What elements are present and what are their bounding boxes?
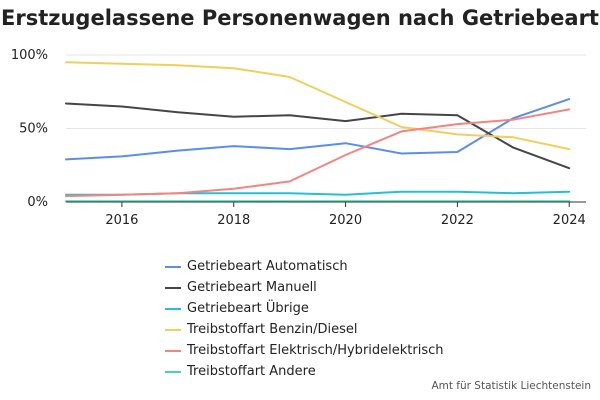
x-tick-label: 2022 (441, 213, 474, 228)
line-chart: 0% 50% 100% 2016 2018 2020 2022 2024 (11, 48, 586, 228)
legend-label: Treibstoffart Benzin/Diesel (187, 322, 358, 337)
series-line-2 (65, 102, 571, 170)
legend-item: Treibstoffart Benzin/Diesel (165, 319, 444, 340)
x-tick-label: 2016 (105, 213, 138, 228)
grid (66, 54, 586, 129)
series-line-5 (65, 108, 571, 198)
legend-item: Getriebeart Übrige (165, 298, 444, 319)
series-lines (65, 61, 571, 203)
legend-swatch (165, 328, 181, 331)
legend-item: Treibstoffart Elektrisch/Hybridelektrisc… (165, 340, 444, 361)
legend-label: Getriebeart Manuell (187, 280, 317, 295)
y-tick-label: 0% (27, 195, 48, 210)
series-line-4 (65, 61, 571, 151)
legend-label: Getriebeart Automatisch (187, 259, 348, 274)
legend-swatch (165, 349, 181, 352)
y-tick-label: 50% (19, 122, 48, 137)
legend-label: Treibstoffart Elektrisch/Hybridelektrisc… (187, 343, 444, 358)
x-tick-label: 2018 (217, 213, 250, 228)
legend-swatch (165, 286, 181, 289)
y-axis: 0% 50% 100% (11, 48, 48, 210)
legend-swatch (165, 370, 181, 373)
legend-label: Getriebeart Übrige (187, 301, 309, 316)
x-tick-label: 2020 (329, 213, 362, 228)
legend-swatch (165, 307, 181, 310)
legend: Getriebeart Automatisch Getriebeart Manue… (165, 256, 444, 382)
legend-swatch (165, 265, 181, 268)
x-axis: 2016 2018 2020 2022 2024 (105, 202, 586, 228)
legend-item: Getriebeart Manuell (165, 277, 444, 298)
y-tick-label: 100% (11, 48, 48, 63)
legend-label: Treibstoffart Andere (187, 364, 316, 379)
x-tick-label: 2024 (553, 213, 586, 228)
source-label: Amt für Statistik Liechtenstein (431, 380, 591, 392)
legend-item: Treibstoffart Andere (165, 361, 444, 382)
legend-item: Getriebeart Automatisch (165, 256, 444, 277)
chart-title: Erstzugelassene Personenwagen nach Getri… (1, 6, 599, 30)
